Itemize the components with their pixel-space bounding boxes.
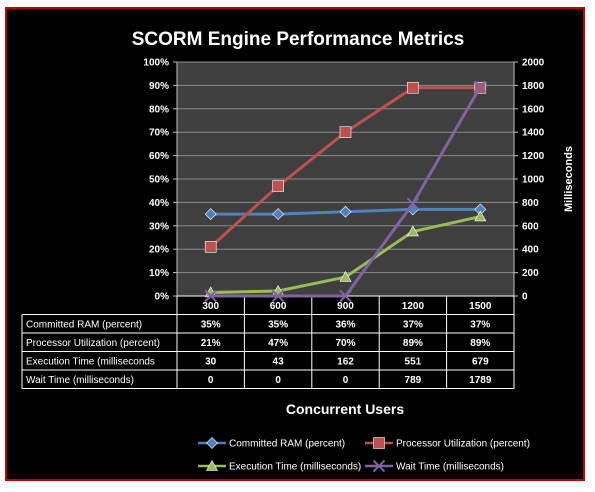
table-cell: 789 — [405, 375, 422, 386]
data-point — [272, 208, 285, 221]
y-right-tick-label: 800 — [522, 198, 539, 209]
data-point — [339, 270, 352, 282]
table-cell: 70% — [335, 338, 355, 349]
y-right-tick-label: 1600 — [522, 104, 545, 115]
table-cell: 21% — [201, 338, 221, 349]
data-point — [339, 289, 352, 303]
table-cell: 35% — [201, 319, 221, 330]
y-axis-left: 0% 10% 20% 30% 40% 50% 60% 70% 80% 90% 100% — [143, 58, 178, 303]
data-point — [372, 459, 386, 473]
y-right-tick-label: 400 — [522, 245, 539, 256]
y-left-tick-label: 50% — [149, 175, 169, 186]
data-point-stroke — [474, 80, 487, 93]
series-layer — [204, 80, 487, 303]
y-left-tick-label: 70% — [149, 128, 169, 139]
y-left-tick-label: 20% — [149, 245, 169, 256]
legend-label: Processor Utilization (percent) — [396, 439, 530, 450]
x-tick-label: 900 — [337, 301, 354, 312]
data-point — [474, 210, 487, 222]
y-right-tick-label: 0 — [522, 292, 528, 303]
data-point — [339, 205, 352, 218]
data-point — [272, 180, 284, 192]
data-point — [406, 197, 420, 210]
y-left-tick-label: 10% — [149, 268, 169, 279]
table-row-label: Committed RAM (percent) — [26, 319, 142, 330]
data-point — [406, 225, 419, 237]
y-right-tick-label: 1400 — [522, 128, 545, 139]
table-cell: 162 — [337, 356, 354, 367]
data-point — [205, 459, 219, 471]
legend-item: Committed RAM (percent) — [198, 437, 345, 450]
y-right-tick-label: 1800 — [522, 81, 545, 92]
table-cell: 30 — [205, 356, 217, 367]
data-point — [474, 80, 487, 93]
y-left-tick-label: 80% — [149, 104, 169, 115]
y-axis-right: 0 200 400 600 800 1000 1200 1400 1600 1800 2000 — [513, 58, 545, 303]
legend-item: Execution Time (milliseconds) — [198, 459, 361, 473]
data-point-stroke — [271, 289, 285, 303]
x-tick-label: 1200 — [402, 301, 425, 312]
y-left-tick-label: 100% — [143, 58, 169, 69]
data-point-stroke — [339, 289, 352, 303]
y-right-tick-label: 200 — [522, 268, 539, 279]
legend-item: Processor Utilization (percent) — [365, 437, 530, 450]
data-point — [407, 81, 419, 94]
table-row-label: Execution Time (milliseconds — [26, 356, 155, 367]
y-axis-right-title: Milliseconds — [563, 146, 575, 212]
x-tick-label: 1500 — [469, 301, 492, 312]
legend: Committed RAM (percent) Processor Utiliza… — [198, 437, 530, 473]
legend-item: Wait Time (milliseconds) — [365, 459, 504, 473]
table-cell: 37% — [470, 319, 490, 330]
data-point-stroke — [406, 197, 420, 210]
y-right-tick-label: 1000 — [522, 175, 545, 186]
table-cell: 47% — [268, 338, 288, 349]
table-cell: 37% — [403, 319, 423, 330]
x-tick-label: 300 — [202, 301, 219, 312]
data-point — [204, 208, 217, 221]
table-cell: 89% — [470, 338, 490, 349]
table-cell: 1789 — [469, 375, 492, 386]
table-cell: 551 — [405, 356, 422, 367]
data-point — [373, 437, 385, 449]
table-cell: 89% — [403, 338, 423, 349]
data-point — [339, 126, 352, 138]
table-cell: 0 — [275, 375, 281, 386]
data-point — [271, 289, 285, 303]
y-left-tick-label: 60% — [149, 151, 169, 162]
table-cell: 679 — [472, 356, 489, 367]
table-cell: 35% — [268, 319, 288, 330]
y-right-tick-label: 2000 — [522, 58, 545, 69]
y-left-tick-label: 40% — [149, 198, 169, 209]
chart-title: SCORM Engine Performance Metrics — [132, 29, 465, 50]
table-cell: 0 — [343, 375, 349, 386]
y-left-tick-label: 0% — [155, 292, 170, 303]
x-tick-label: 600 — [270, 301, 287, 312]
legend-label: Wait Time (milliseconds) — [396, 462, 504, 473]
table-row-label: Processor Utilization (percent) — [26, 338, 160, 349]
y-right-tick-label: 600 — [522, 221, 539, 232]
y-right-tick-label: 1200 — [522, 151, 545, 162]
table-cell: 0 — [208, 375, 214, 386]
table-row-label: Wait Time (milliseconds) — [26, 375, 134, 386]
y-left-tick-label: 30% — [149, 221, 169, 232]
data-point-stroke — [372, 459, 386, 473]
y-left-tick-label: 90% — [149, 81, 169, 92]
legend-label: Execution Time (milliseconds) — [229, 462, 361, 473]
data-point — [206, 437, 218, 449]
data-point-stroke — [204, 289, 217, 303]
data-point — [204, 289, 217, 303]
x-axis-title: Concurrent Users — [286, 401, 404, 417]
legend-label: Committed RAM (percent) — [229, 439, 345, 450]
table-cell: 36% — [335, 319, 355, 330]
data-point — [204, 241, 217, 253]
table-cell: 43 — [273, 356, 285, 367]
